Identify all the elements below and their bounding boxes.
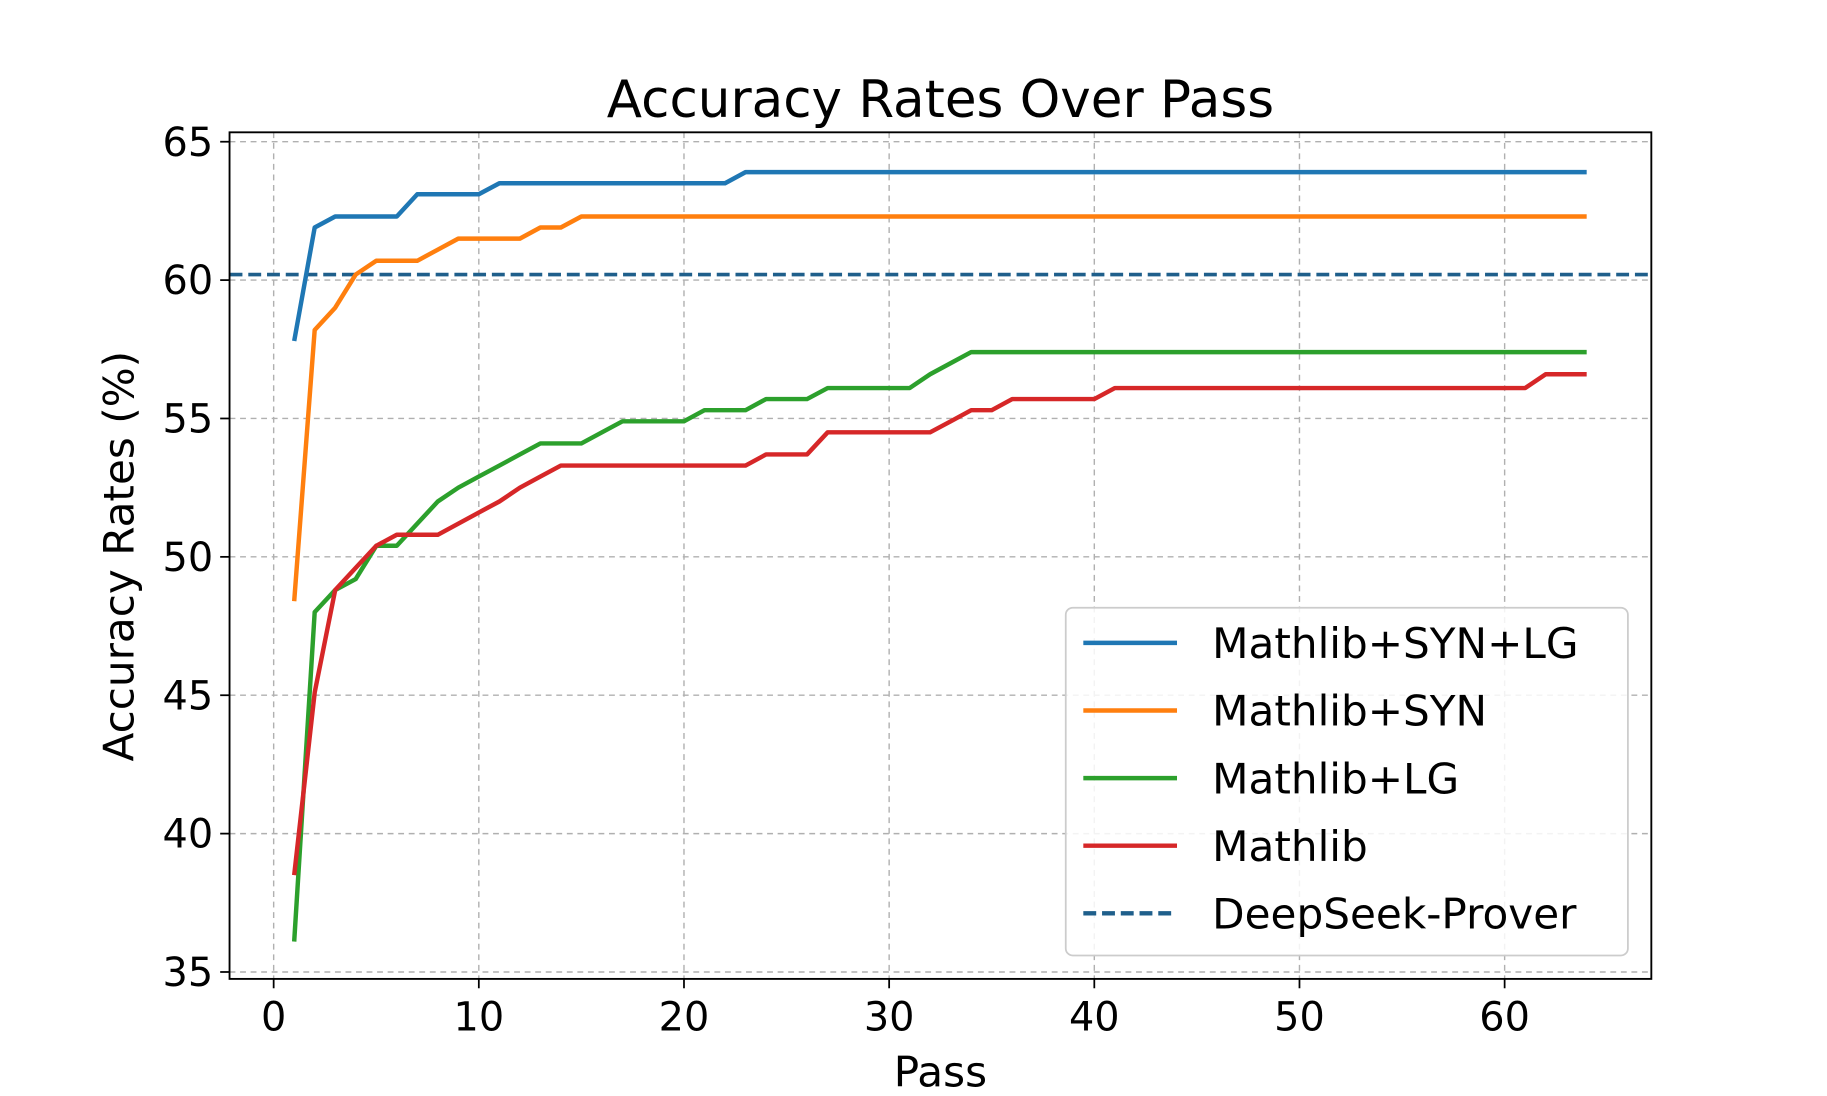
y-tick-label: 60 [163,258,214,304]
plot-frame [228,131,1653,980]
legend-box [1064,606,1629,957]
y-tick-label: 55 [163,397,214,443]
series-lines [229,169,1652,942]
y-tick-label: 50 [163,535,214,581]
series-line-mathlib-syn-lg [292,169,1587,342]
legend-label: Mathlib [1212,822,1368,871]
legend: Mathlib+SYN+LG Mathlib+SYN Mathlib+LG Mathl… [1064,606,1629,957]
legend-label: Mathlib+SYN+LG [1212,619,1578,668]
x-tick-label: 30 [864,994,915,1040]
series-line-mathlib-syn [291,214,1587,602]
x-tick-label: 20 [659,994,710,1040]
axis-ticks: 0 10 20 30 40 50 60 35 40 45 50 55 60 65 [163,120,1530,1041]
x-tick-label: 0 [261,994,286,1040]
y-tick-label: 35 [163,950,214,996]
y-tick-label: 65 [163,120,214,166]
x-axis-label: Pass [894,1048,987,1096]
legend-label: DeepSeek-Prover [1212,890,1577,939]
chart-title: Accuracy Rates Over Pass [607,70,1274,130]
x-tick-label: 60 [1479,994,1530,1040]
x-tick-label: 40 [1069,994,1120,1040]
legend-label: Mathlib+SYN [1212,687,1487,736]
x-tick-label: 50 [1274,994,1325,1040]
x-tick-label: 10 [453,994,504,1040]
legend-label: Mathlib+LG [1212,754,1459,803]
series-line-mathlib-lg [291,349,1587,942]
series-line-mathlib [291,372,1587,876]
y-tick-label: 45 [163,673,214,719]
y-axis-label: Accuracy Rates (%) [95,351,144,762]
y-tick-label: 40 [163,812,214,858]
